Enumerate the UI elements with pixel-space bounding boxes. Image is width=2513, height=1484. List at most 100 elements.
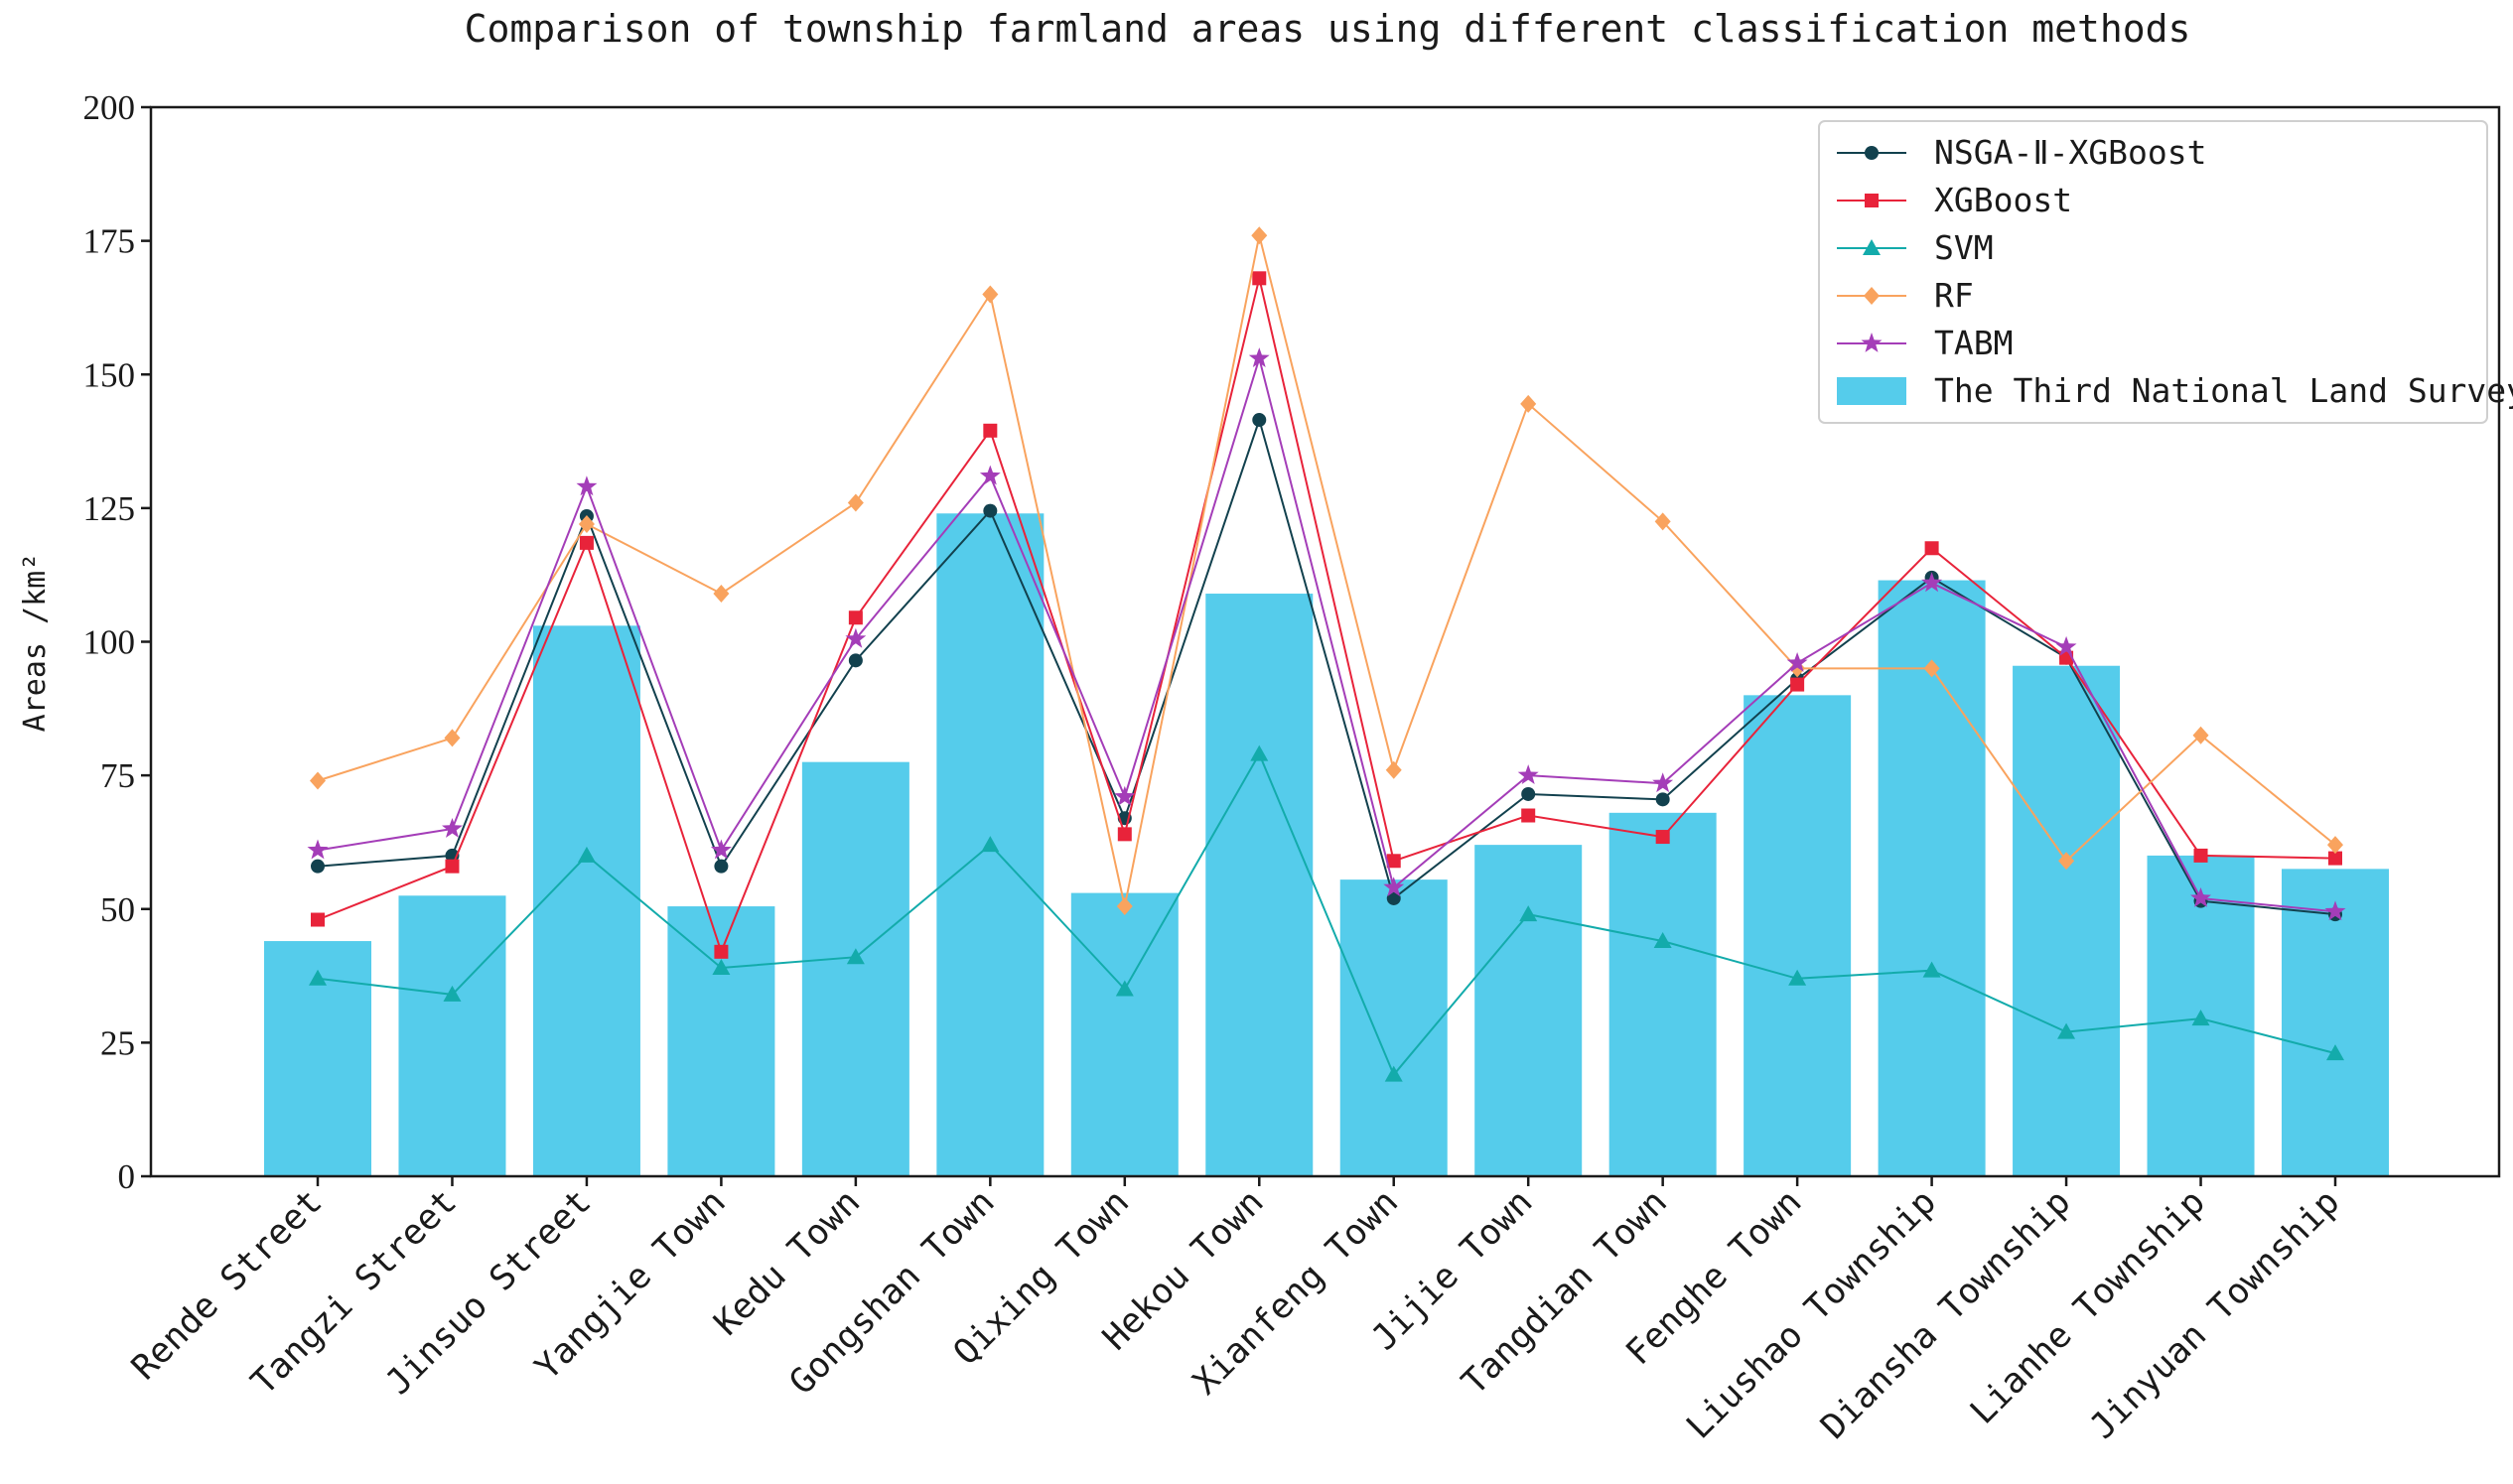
- bar-fenghe-town: [1744, 695, 1852, 1176]
- series-3-point-9: [1384, 1065, 1403, 1082]
- series-3-point-3: [577, 846, 596, 863]
- series-3-point-4: [712, 958, 731, 975]
- x-tick-label-diansha-township: Diansha Township: [1814, 1182, 2079, 1447]
- series-3-point-14: [2057, 1022, 2076, 1039]
- legend-marker: [1865, 194, 1879, 207]
- chart-title: Comparison of township farmland areas us…: [465, 7, 2191, 51]
- series-3-point-12: [1788, 969, 1807, 986]
- legend-label-5: TABM: [1934, 324, 2013, 362]
- series-5-point-6: [979, 465, 1001, 485]
- series-5-point-15: [2190, 887, 2211, 907]
- series-5-point-5: [845, 627, 867, 648]
- series-1-point-5: [848, 653, 863, 668]
- series-1-point-10: [1521, 786, 1536, 801]
- legend-label-4: RF: [1934, 276, 1974, 315]
- series-2-point-7: [1117, 827, 1132, 842]
- series-2-point-9: [1386, 854, 1401, 869]
- series-4-point-13: [1923, 659, 1940, 678]
- series-1-point-1: [311, 859, 325, 874]
- bar-jinsuo-street: [532, 625, 640, 1176]
- series-4-point-9: [1385, 760, 1402, 779]
- series-1-line: [317, 416, 2336, 916]
- series-4-point-6: [982, 285, 999, 304]
- series-3-point-11: [1653, 932, 1672, 949]
- series-5-point-2: [442, 818, 463, 838]
- series-3-point-5: [846, 948, 865, 965]
- bar-tangzi-street: [398, 895, 506, 1176]
- series-5-point-13: [1921, 572, 1943, 593]
- series-5-group: [307, 347, 2346, 921]
- legend-marker: [1863, 239, 1881, 255]
- series-4-line: [317, 234, 2336, 907]
- series-2-point-11: [1655, 830, 1670, 845]
- legend-box: [1818, 120, 2488, 424]
- bar-liushao-township: [1878, 580, 1986, 1176]
- series-5-point-9: [1383, 877, 1405, 897]
- series-2-point-5: [848, 610, 863, 625]
- series-2-point-16: [2328, 851, 2342, 866]
- series-4-point-10: [1520, 394, 1537, 413]
- series-5-point-4: [710, 839, 732, 860]
- series-5-point-16: [2324, 900, 2346, 921]
- series-2-point-6: [983, 423, 998, 438]
- series-2-point-8: [1252, 271, 1267, 286]
- series-1-point-9: [1386, 890, 1401, 905]
- series-4-group: [310, 226, 2343, 916]
- series-3-line: [317, 751, 2336, 1077]
- x-tick-label-lianhe-township: Lianhe Township: [1963, 1182, 2213, 1432]
- bar-kedu-town: [801, 761, 909, 1176]
- y-tick-label: 150: [83, 355, 136, 394]
- series-2-group: [311, 271, 2342, 959]
- y-tick-label: 0: [118, 1157, 136, 1196]
- series-3-point-10: [1519, 905, 1538, 922]
- series-5-point-3: [576, 475, 598, 496]
- y-tick-label: 200: [83, 88, 136, 127]
- legend-swatch-bar: [1837, 377, 1906, 405]
- x-tick-label-jinyuan-township: Jinyuan Township: [2083, 1182, 2348, 1447]
- series-2-point-1: [311, 912, 325, 927]
- legend-label-bar: The Third National Land Survey: [1934, 371, 2513, 410]
- series-4-point-3: [578, 515, 595, 534]
- series-1-point-8: [1252, 413, 1267, 428]
- series-2-point-12: [1790, 677, 1805, 692]
- y-tick-label: 75: [100, 756, 135, 795]
- series-5-line: [317, 354, 2336, 913]
- series-1-point-4: [714, 859, 729, 874]
- series-5-point-12: [1786, 652, 1808, 672]
- series-3-point-16: [2326, 1044, 2344, 1061]
- y-tick-label: 125: [83, 489, 136, 528]
- series-5-point-8: [1248, 347, 1270, 367]
- series-3-point-7: [1115, 980, 1134, 997]
- series-2-point-13: [1924, 541, 1939, 556]
- series-5-point-10: [1517, 764, 1539, 784]
- legend-marker: [1864, 287, 1880, 305]
- x-tick-label-liushao-township: Liushao Township: [1679, 1182, 1944, 1447]
- series-2-point-10: [1521, 808, 1536, 823]
- series-4-point-1: [310, 771, 326, 790]
- y-tick-label: 25: [100, 1023, 135, 1062]
- series-1-point-6: [983, 503, 998, 518]
- y-axis: 0 25 50 75 100 125 150 175 200: [83, 88, 151, 1196]
- bar-diansha-township: [2013, 665, 2121, 1176]
- y-tick-label: 50: [100, 890, 135, 929]
- series-4-point-7: [1116, 897, 1133, 916]
- series-4-point-16: [2327, 836, 2343, 855]
- y-tick-label: 175: [83, 222, 136, 261]
- legend-label-3: SVM: [1934, 228, 1994, 267]
- series-3-group: [309, 744, 2344, 1082]
- series-2-point-3: [579, 535, 594, 550]
- series-4-point-11: [1654, 512, 1671, 531]
- bar-hekou-town: [1205, 594, 1314, 1176]
- series-3-point-6: [981, 836, 1000, 853]
- series-4-point-15: [2192, 726, 2209, 744]
- series-5-point-14: [2055, 635, 2077, 656]
- series-2-point-15: [2193, 848, 2208, 863]
- series-5-point-1: [307, 839, 329, 860]
- series-4-point-5: [847, 493, 864, 512]
- series-4-point-2: [444, 729, 461, 747]
- line-series-group: [307, 226, 2346, 1082]
- legend-marker: [1861, 333, 1883, 352]
- series-5-point-7: [1114, 785, 1136, 806]
